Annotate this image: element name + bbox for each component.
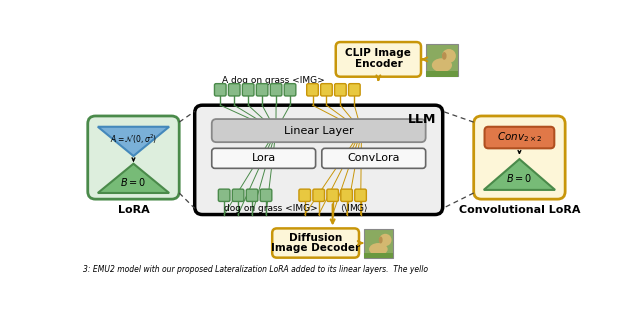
Text: dog on grass <IMG>: dog on grass <IMG> (224, 204, 318, 213)
Polygon shape (98, 127, 169, 156)
FancyBboxPatch shape (474, 116, 565, 199)
Circle shape (442, 49, 456, 63)
FancyBboxPatch shape (322, 148, 426, 168)
FancyBboxPatch shape (335, 84, 346, 96)
FancyBboxPatch shape (272, 228, 359, 258)
FancyBboxPatch shape (228, 84, 240, 96)
FancyBboxPatch shape (364, 253, 393, 258)
FancyBboxPatch shape (212, 119, 426, 142)
FancyBboxPatch shape (336, 42, 421, 77)
FancyBboxPatch shape (232, 189, 244, 202)
FancyBboxPatch shape (349, 84, 360, 96)
Text: LLM: LLM (408, 113, 436, 126)
FancyBboxPatch shape (214, 84, 226, 96)
FancyBboxPatch shape (88, 116, 179, 199)
Text: LoRA: LoRA (118, 205, 149, 215)
FancyBboxPatch shape (195, 105, 443, 215)
FancyBboxPatch shape (364, 229, 393, 258)
FancyBboxPatch shape (270, 84, 282, 96)
Text: 3: EMU2 model with our proposed Lateralization LoRA added to its linear layers. : 3: EMU2 model with our proposed Laterali… (83, 265, 428, 274)
Text: ConvLora: ConvLora (348, 153, 400, 163)
FancyBboxPatch shape (284, 84, 296, 96)
FancyBboxPatch shape (260, 189, 272, 202)
Text: Image Decoder: Image Decoder (271, 243, 360, 253)
FancyBboxPatch shape (340, 189, 353, 202)
FancyBboxPatch shape (426, 71, 458, 77)
Text: A dog on grass <IMG>: A dog on grass <IMG> (222, 76, 324, 85)
Text: $B = 0$: $B = 0$ (120, 176, 147, 188)
FancyBboxPatch shape (212, 148, 316, 168)
FancyBboxPatch shape (313, 189, 324, 202)
FancyBboxPatch shape (321, 84, 332, 96)
Ellipse shape (442, 52, 447, 60)
Text: Lora: Lora (252, 153, 276, 163)
Text: $\langle$\IMG$\rangle$: $\langle$\IMG$\rangle$ (340, 203, 369, 214)
FancyBboxPatch shape (355, 189, 366, 202)
FancyBboxPatch shape (218, 189, 230, 202)
Ellipse shape (379, 236, 383, 243)
Ellipse shape (432, 58, 452, 72)
FancyBboxPatch shape (327, 189, 339, 202)
Circle shape (379, 234, 392, 246)
Text: CLIP Image: CLIP Image (346, 48, 412, 58)
Text: Diffusion: Diffusion (289, 233, 342, 243)
Text: $B = 0$: $B = 0$ (506, 172, 532, 183)
FancyBboxPatch shape (307, 84, 318, 96)
Text: $Conv_{2\times 2}$: $Conv_{2\times 2}$ (497, 131, 542, 144)
FancyBboxPatch shape (243, 84, 254, 96)
Text: Linear Layer: Linear Layer (284, 126, 353, 136)
Text: Convolutional LoRA: Convolutional LoRA (459, 205, 580, 215)
Text: Encoder: Encoder (355, 59, 403, 69)
Text: $A = \mathcal{N}(0, \sigma^2)$: $A = \mathcal{N}(0, \sigma^2)$ (110, 132, 157, 146)
Polygon shape (484, 159, 555, 190)
Ellipse shape (369, 243, 388, 255)
FancyBboxPatch shape (299, 189, 310, 202)
Polygon shape (98, 164, 169, 193)
FancyBboxPatch shape (484, 127, 554, 148)
FancyBboxPatch shape (246, 189, 258, 202)
FancyBboxPatch shape (256, 84, 268, 96)
FancyBboxPatch shape (426, 44, 458, 76)
